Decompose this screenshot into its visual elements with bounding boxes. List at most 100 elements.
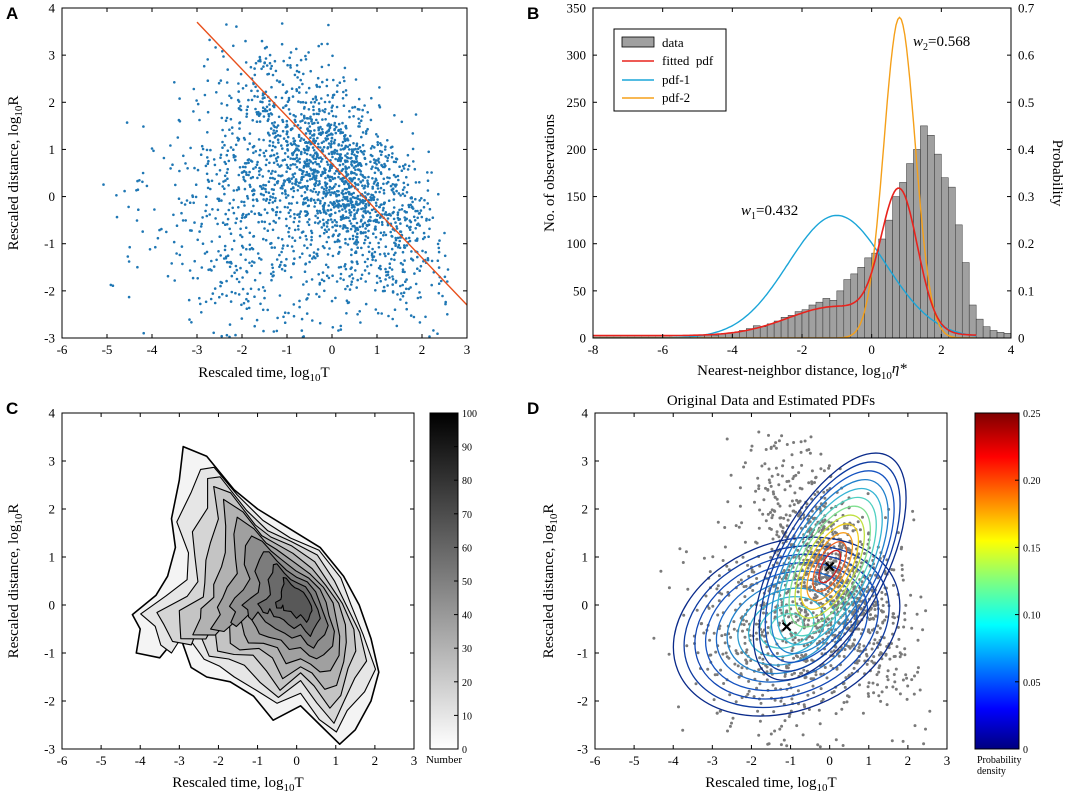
scatter-point [311,122,314,125]
scatter-point [319,132,323,135]
scatter-point [910,678,914,682]
scatter-point [314,157,318,161]
scatter-point [880,690,884,694]
scatter-point [209,297,213,301]
scatter-point [194,195,198,199]
scatter-point [317,273,321,276]
scatter-point [220,116,224,120]
scatter-point [306,179,309,183]
scatter-point [738,486,742,490]
scatter-point [791,509,795,513]
scatter-point [287,235,291,238]
scatter-point [374,210,378,213]
scatter-point [390,155,394,159]
scatter-point [175,252,178,255]
scatter-point [364,302,368,306]
scatter-point [217,250,220,253]
scatter-point [395,227,399,230]
scatter-point [361,253,365,257]
x-tick-label: -4 [727,342,738,357]
scatter-point [316,76,320,80]
panel-c-ylabel: Rescaled distance, log10R [6,504,25,659]
scatter-point [730,721,733,725]
scatter-point [715,587,719,591]
scatter-point [290,177,293,180]
scatter-point [335,280,339,283]
scatter-point [395,225,398,228]
scatter-point [733,662,737,666]
scatter-point [293,163,297,166]
scatter-point [772,492,776,496]
scatter-point [849,629,853,633]
scatter-point [803,439,807,443]
scatter-point [819,601,823,605]
scatter-point [708,638,712,642]
scatter-point [421,249,424,253]
scatter-point [344,196,347,199]
scatter-point [883,618,887,622]
panel-b-xlabel: Nearest-neighbor distance, log10η* [697,361,907,382]
scatter-point [293,157,297,161]
scatter-point [277,174,280,177]
scatter-point [785,573,789,577]
colorbar-tick-label: 100 [462,409,477,420]
scatter-point [821,697,825,701]
y-right-tick-label: 0.3 [1018,189,1034,204]
x-tick-label: -2 [213,753,224,768]
y-right-tick-label: 0.7 [1018,1,1035,16]
scatter-point [821,520,825,524]
scatter-point [414,282,418,286]
scatter-point [258,166,261,170]
scatter-point [218,235,221,238]
scatter-point [845,700,849,704]
scatter-point [348,288,352,291]
scatter-point [261,106,265,109]
scatter-point [230,126,234,129]
scatter-point [851,603,855,607]
scatter-point [437,250,441,254]
scatter-point [872,655,876,659]
scatter-point [780,434,784,438]
colorbar-tick-label: 0.15 [1023,543,1041,554]
scatter-point [740,666,744,670]
scatter-point [326,146,330,149]
scatter-point [346,152,349,155]
scatter-point [295,144,298,147]
scatter-point [304,101,308,104]
scatter-point [379,279,383,283]
scatter-point [437,291,441,295]
scatter-point [743,540,747,544]
scatter-point [318,295,321,299]
scatter-point [766,512,770,516]
scatter-point [826,590,830,593]
pdf-2-line [593,16,977,338]
scatter-point [284,217,288,221]
scatter-point [416,255,419,259]
scatter-point [807,618,811,622]
scatter-point [325,182,329,185]
scatter-point [345,93,348,97]
scatter-point [171,163,174,166]
scatter-point [292,186,295,190]
scatter-point [239,104,242,108]
scatter-point [351,150,355,154]
scatter-point [339,272,343,276]
scatter-point [420,215,424,219]
scatter-point [327,152,331,156]
scatter-point [855,661,859,665]
scatter-point [312,187,316,191]
scatter-point [796,655,800,659]
scatter-point [314,214,317,218]
scatter-point [341,198,344,202]
scatter-point [806,693,810,697]
scatter-point [392,198,396,201]
scatter-point [268,99,271,103]
scatter-point [241,87,245,90]
scatter-point [745,648,749,652]
scatter-point [372,255,376,258]
scatter-point [374,220,378,224]
scatter-point [891,685,895,689]
scatter-point [350,280,354,284]
scatter-point [897,637,901,641]
scatter-point [391,291,395,294]
